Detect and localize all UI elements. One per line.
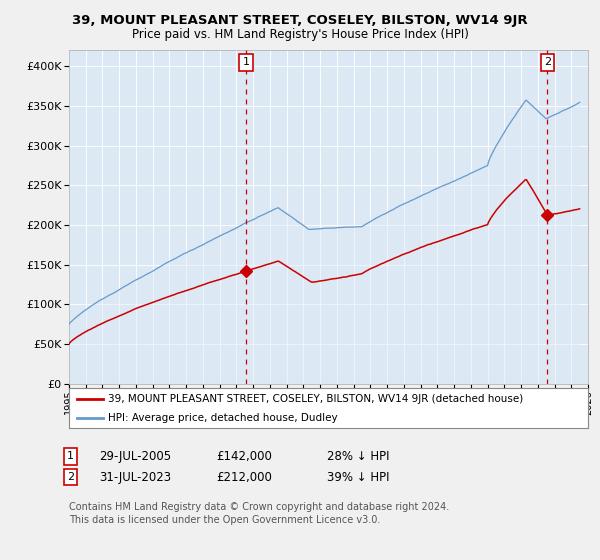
- Text: Contains HM Land Registry data © Crown copyright and database right 2024.: Contains HM Land Registry data © Crown c…: [69, 502, 449, 512]
- Text: 2: 2: [67, 472, 74, 482]
- Text: £142,000: £142,000: [216, 450, 272, 463]
- Text: This data is licensed under the Open Government Licence v3.0.: This data is licensed under the Open Gov…: [69, 515, 380, 525]
- Text: 28% ↓ HPI: 28% ↓ HPI: [327, 450, 389, 463]
- Text: 2: 2: [544, 57, 551, 67]
- Text: 29-JUL-2005: 29-JUL-2005: [99, 450, 171, 463]
- Text: 39% ↓ HPI: 39% ↓ HPI: [327, 470, 389, 484]
- Text: 1: 1: [67, 451, 74, 461]
- Text: 31-JUL-2023: 31-JUL-2023: [99, 470, 171, 484]
- Text: £212,000: £212,000: [216, 470, 272, 484]
- Text: 1: 1: [242, 57, 250, 67]
- Text: 39, MOUNT PLEASANT STREET, COSELEY, BILSTON, WV14 9JR (detached house): 39, MOUNT PLEASANT STREET, COSELEY, BILS…: [108, 394, 523, 404]
- Text: Price paid vs. HM Land Registry's House Price Index (HPI): Price paid vs. HM Land Registry's House …: [131, 28, 469, 41]
- Text: 39, MOUNT PLEASANT STREET, COSELEY, BILSTON, WV14 9JR: 39, MOUNT PLEASANT STREET, COSELEY, BILS…: [72, 14, 528, 27]
- Text: HPI: Average price, detached house, Dudley: HPI: Average price, detached house, Dudl…: [108, 413, 338, 422]
